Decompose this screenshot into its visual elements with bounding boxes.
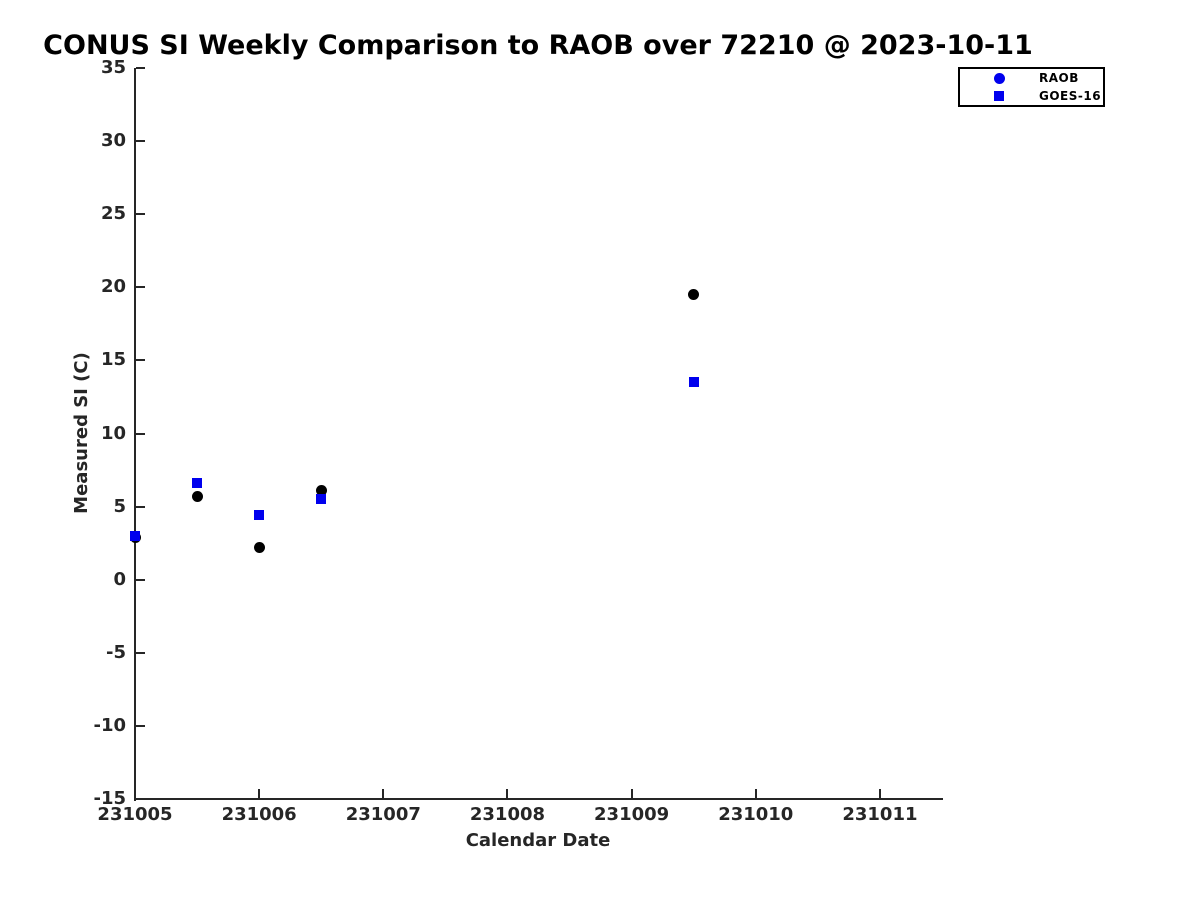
y-tick (136, 724, 145, 727)
y-tick-label: 10 (100, 422, 126, 444)
y-tick (136, 505, 145, 508)
y-tick (136, 651, 145, 654)
x-tick (134, 789, 136, 798)
x-tick-label: 231007 (345, 804, 421, 825)
x-tick (506, 789, 509, 798)
legend-goes-16-marker-icon (994, 90, 1004, 101)
data-point-goes-16 (130, 530, 140, 541)
data-point-raob (688, 289, 700, 301)
x-tick-label: 231010 (718, 804, 794, 825)
x-tick-label: 231005 (97, 804, 173, 825)
data-point-raob (191, 490, 203, 502)
y-tick-label: 0 (113, 568, 126, 590)
y-tick-label: 5 (113, 495, 126, 517)
legend-marker-box (993, 72, 1005, 84)
legend-row: GOES-16 (960, 88, 1103, 104)
x-tick-label: 231006 (221, 804, 297, 825)
chart-title: CONUS SI Weekly Comparison to RAOB over … (43, 30, 1033, 61)
x-tick (754, 789, 757, 798)
data-point-goes-16 (316, 494, 327, 505)
y-tick (136, 432, 145, 435)
x-tick-label: 231011 (842, 804, 918, 825)
y-tick (136, 798, 145, 800)
legend-marker-box (993, 90, 1005, 102)
y-tick-label: 35 (100, 57, 126, 78)
legend-row: RAOB (960, 70, 1103, 86)
y-tick-label: 25 (100, 203, 126, 225)
legend-label: GOES-16 (1039, 88, 1102, 103)
x-tick (630, 789, 633, 798)
y-tick (136, 578, 145, 581)
data-point-goes-16 (192, 478, 203, 489)
y-tick-label: -10 (93, 714, 126, 736)
y-tick-label: 15 (100, 349, 126, 371)
x-tick (258, 789, 261, 798)
x-axis-spine (134, 798, 943, 800)
y-tick-label: -15 (93, 788, 126, 809)
x-tick-label: 231009 (594, 804, 670, 825)
y-axis-label: Measured SI (C) (71, 352, 92, 514)
data-point-goes-16 (254, 510, 265, 521)
y-tick (136, 213, 145, 216)
x-tick-label: 231008 (469, 804, 546, 825)
data-point-raob (315, 485, 327, 497)
x-tick (382, 789, 385, 798)
y-tick (136, 359, 145, 362)
legend-raob-marker-icon (993, 72, 1005, 84)
y-tick-label: -5 (106, 641, 126, 663)
x-tick (878, 789, 881, 798)
x-axis-label: Calendar Date (465, 830, 611, 851)
legend: RAOB GOES-16 (958, 67, 1105, 107)
plot-area (129, 67, 943, 801)
y-tick-label: 30 (100, 130, 126, 152)
y-tick-label: 20 (100, 276, 126, 298)
data-point-raob (253, 542, 265, 554)
data-point-goes-16 (688, 377, 699, 388)
y-axis-spine (134, 68, 136, 801)
legend-label: RAOB (1039, 71, 1079, 86)
y-tick (136, 286, 145, 289)
y-tick (136, 67, 145, 69)
y-tick (136, 140, 145, 143)
